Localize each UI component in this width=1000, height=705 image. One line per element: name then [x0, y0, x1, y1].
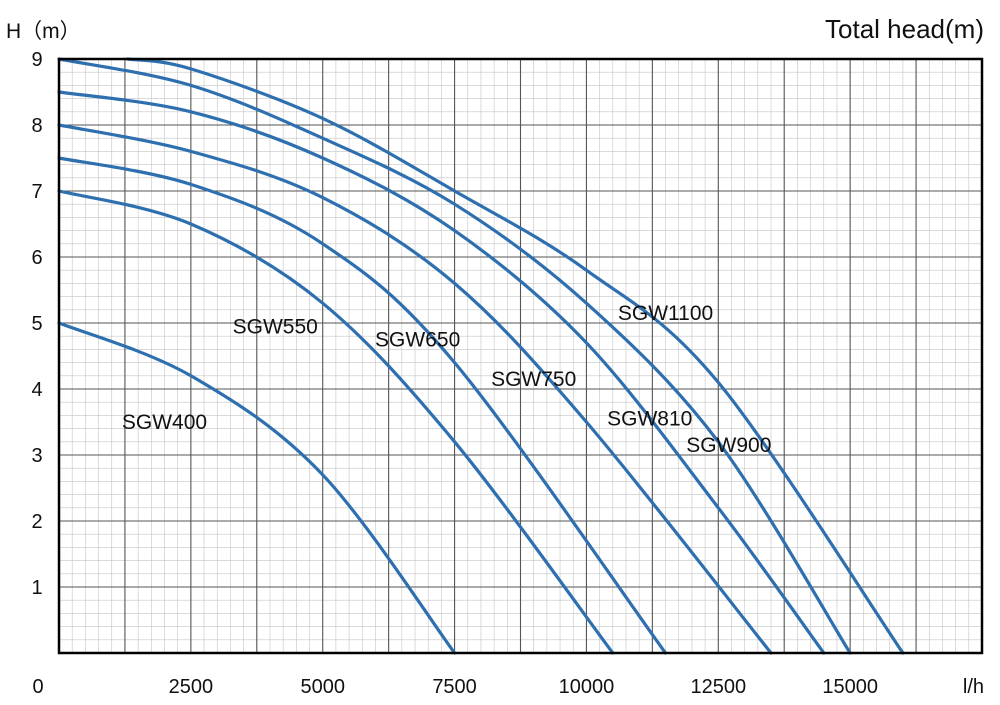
curve-sgw550 [57, 189, 615, 655]
chart-title: Total head(m) [825, 14, 984, 44]
x-tick-labels: 2500 5000 7500 10000 12500 15000 [169, 676, 878, 698]
y-tick-label: 4 [31, 379, 42, 401]
series-label-sgw810: SGW810 [607, 408, 692, 431]
plot-frame [57, 57, 984, 655]
y-tick-label: 8 [31, 115, 42, 137]
x-tick-label: 10000 [559, 676, 615, 698]
curve-sgw400 [57, 321, 457, 655]
curve-sgw1100 [126, 57, 905, 655]
series-label-sgw900: SGW900 [686, 434, 771, 457]
x-tick-label: 7500 [432, 676, 477, 698]
y-tick-label: 2 [31, 511, 42, 533]
y-tick-label: 5 [31, 313, 42, 335]
y-tick-label: 3 [31, 445, 42, 467]
curve-sgw750 [57, 123, 773, 655]
pump-curves [57, 57, 905, 655]
series-labels: SGW400 SGW550 SGW650 SGW750 SGW810 SGW900 SGW1… [122, 302, 772, 457]
series-label-sgw750: SGW750 [491, 368, 576, 391]
curve-sgw650 [57, 156, 668, 655]
x-axis-label: l/h [963, 676, 984, 698]
x-tick-label: 5000 [300, 676, 345, 698]
y-tick-label: 9 [31, 49, 42, 71]
series-label-sgw550: SGW550 [233, 315, 318, 338]
series-label-sgw650: SGW650 [375, 329, 460, 352]
y-tick-label: 6 [31, 247, 42, 269]
x-tick-label: 2500 [169, 676, 214, 698]
curve-sgw900 [57, 57, 852, 655]
series-label-sgw400: SGW400 [122, 411, 207, 434]
y-axis-label: H（m） [6, 20, 81, 43]
x-tick-zero: 0 [32, 676, 43, 698]
y-tick-label: 7 [31, 181, 42, 203]
x-tick-label: 12500 [690, 676, 746, 698]
y-tick-labels: 1 2 3 4 5 6 7 8 9 [31, 49, 42, 599]
y-tick-label: 1 [31, 577, 42, 599]
curve-sgw810 [57, 90, 826, 655]
series-label-sgw1100: SGW1100 [618, 302, 713, 325]
x-tick-label: 15000 [822, 676, 878, 698]
